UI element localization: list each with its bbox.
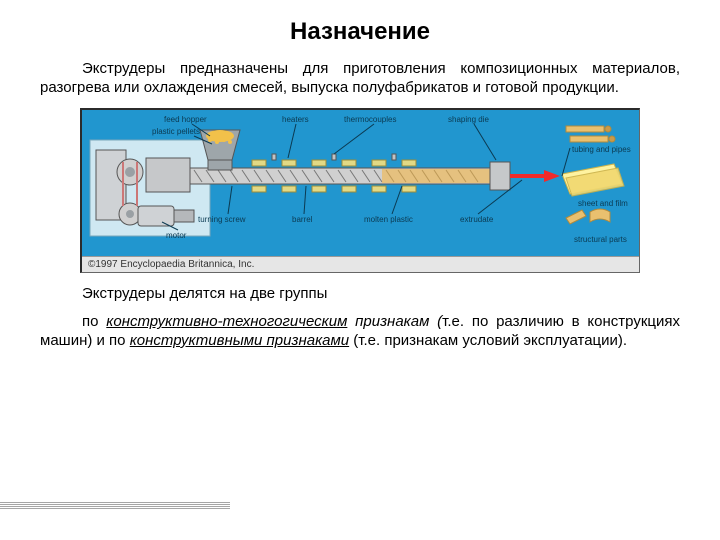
label-barrel: barrel xyxy=(292,215,313,224)
decorative-stripes xyxy=(0,502,230,510)
label-motor: motor xyxy=(166,231,187,240)
label-tubing: tubing and pipes xyxy=(572,145,631,154)
label-heaters: heaters xyxy=(282,115,309,124)
page-title: Назначение xyxy=(40,18,680,46)
extruder-diagram-canvas: feed hopper plastic pellets heaters ther… xyxy=(80,108,640,273)
p3-pre: по xyxy=(82,313,106,330)
label-feed-hopper: feed hopper xyxy=(164,115,207,124)
label-shaping-die: shaping die xyxy=(448,115,489,124)
label-structural: structural parts xyxy=(574,235,627,244)
label-sheet: sheet and film xyxy=(578,199,628,208)
label-plastic-pellets: plastic pellets xyxy=(152,127,200,136)
label-turning-screw: turning screw xyxy=(198,215,246,224)
diagram-copyright: ©1997 Encyclopaedia Britannica, Inc. xyxy=(82,256,639,272)
paragraph-groups: Экструдеры делятся на две группы xyxy=(40,285,680,304)
p3-mid1: признакам ( xyxy=(347,313,442,330)
extruder-diagram: feed hopper plastic pellets heaters ther… xyxy=(80,108,640,273)
label-extrudate: extrudate xyxy=(460,215,494,224)
p3-end: (т.е. признакам условий эксплуатации). xyxy=(349,332,627,349)
p3-u2: конструктивными признаками xyxy=(130,332,349,349)
label-thermocouples: thermocouples xyxy=(344,115,396,124)
paragraph-intro: Экструдеры предназначены для приготовлен… xyxy=(40,60,680,98)
label-molten-plastic: molten plastic xyxy=(364,215,413,224)
paragraph-classification: по конструктивно-техногогическим признак… xyxy=(40,313,680,351)
p3-u1: конструктивно-техногогическим xyxy=(106,313,347,330)
